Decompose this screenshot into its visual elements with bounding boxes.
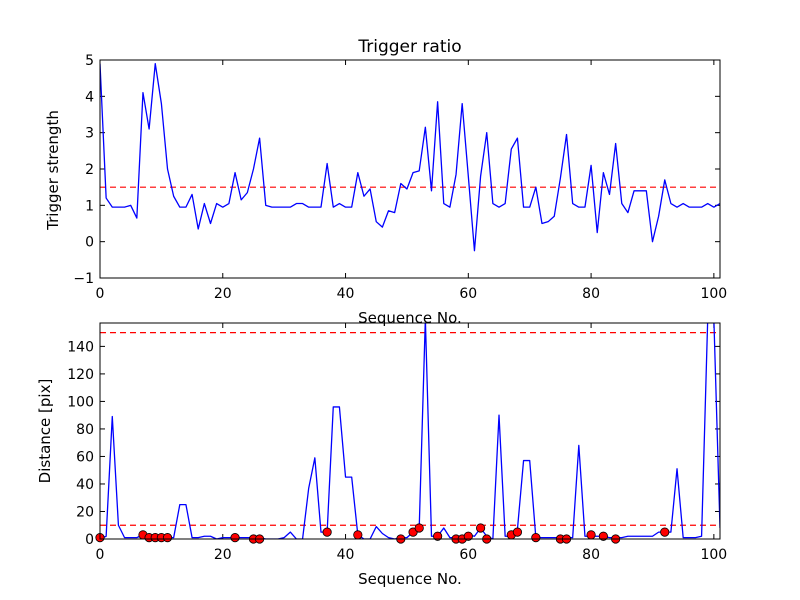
bottom-y-tick-label: 0	[85, 532, 94, 548]
bottom-marker-point	[598, 531, 608, 541]
distance-panel: Sequence No. Distance [pix] 0 20 40 60 80 100…	[36, 322, 727, 588]
top-y-axis-label: Trigger strength	[44, 110, 62, 231]
bottom-marker-point	[463, 531, 473, 541]
top-x-tick-label: 100	[700, 286, 727, 302]
bottom-axes-frame	[99, 322, 721, 540]
top-x-axis-label: Sequence No.	[358, 309, 462, 327]
bottom-marker-point	[531, 533, 541, 543]
bottom-x-ticks: 0 20 40 60 80 100	[96, 323, 727, 563]
bottom-plot-area	[95, 322, 721, 544]
top-x-tick-label: 20	[214, 286, 232, 302]
bottom-y-tick-label: 140	[67, 339, 94, 355]
top-y-tick-label: 2	[85, 162, 94, 178]
bottom-x-tick-label: 80	[582, 547, 600, 563]
bottom-x-tick-label: 60	[459, 547, 477, 563]
bottom-marker-point	[230, 533, 240, 543]
trigger-ratio-panel: Trigger ratio Sequence No. Trigger stren…	[44, 37, 727, 327]
bottom-y-tick-label: 120	[67, 367, 94, 383]
bottom-x-tick-label: 0	[96, 547, 105, 563]
top-x-tick-label: 80	[582, 286, 600, 302]
bottom-marker-point	[586, 530, 596, 540]
bottom-y-tick-label: 80	[76, 422, 94, 438]
bottom-x-tick-label: 40	[337, 547, 355, 563]
bottom-y-axis-label: Distance [pix]	[36, 379, 54, 484]
top-y-ticks: −1 0 1 2 3 4 5	[73, 53, 720, 287]
bottom-y-ticks: 0 20 40 60 80 100 120 140	[67, 339, 720, 548]
top-y-tick-label: 3	[85, 126, 94, 142]
bottom-y-tick-label: 100	[67, 394, 94, 410]
top-series-line-0	[100, 62, 720, 252]
bottom-marker-point	[512, 527, 523, 537]
top-plot-area	[99, 59, 721, 279]
chart-title: Trigger ratio	[357, 37, 461, 57]
bottom-marker-point	[162, 533, 173, 543]
top-y-tick-label: 4	[85, 89, 94, 105]
bottom-y-tick-label: 20	[76, 504, 94, 520]
top-y-tick-label: 0	[85, 235, 94, 251]
bottom-y-tick-label: 40	[76, 477, 94, 493]
top-y-tick-label: 5	[85, 53, 94, 69]
bottom-marker-point	[433, 531, 443, 541]
bottom-series-line-0	[100, 323, 720, 539]
bottom-marker-point	[322, 527, 332, 537]
top-x-tick-label: 60	[459, 286, 477, 302]
bottom-marker-point	[475, 523, 486, 533]
top-axes-frame	[99, 59, 721, 279]
top-y-tick-label: 1	[85, 198, 94, 214]
bottom-marker-point	[414, 523, 424, 533]
bottom-x-tick-label: 100	[700, 547, 727, 563]
top-y-tick-label: −1	[73, 271, 94, 287]
bottom-x-tick-label: 20	[214, 547, 232, 563]
top-x-ticks: 0 20 40 60 80 100	[96, 60, 727, 302]
bottom-y-tick-label: 60	[76, 449, 94, 465]
top-x-tick-label: 0	[96, 286, 105, 302]
bottom-marker-point	[353, 530, 363, 540]
top-x-tick-label: 40	[337, 286, 355, 302]
bottom-marker-point	[660, 527, 670, 537]
bottom-x-axis-label: Sequence No.	[358, 570, 462, 588]
